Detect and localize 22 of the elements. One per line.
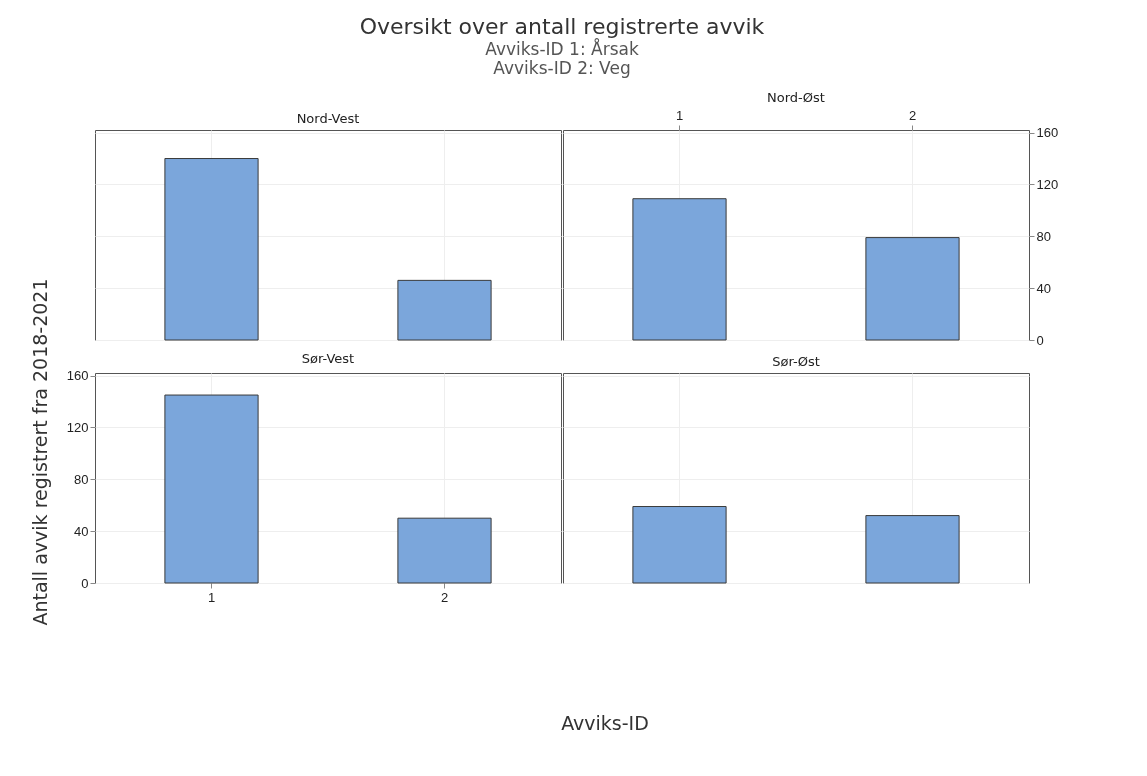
text: Sør-Øst [772,354,820,369]
y-tick-label: 0 [1036,332,1044,348]
x-axis-title: Avviks-ID [561,712,649,734]
y-tick-label: 80 [74,471,89,487]
text: Nord-Øst [767,90,825,105]
x-tick-label: 2 [440,589,449,605]
y-tick-label: 80 [1036,228,1051,244]
chart-subtitle: Avviks-ID 1: Årsak Avviks-ID 2: Veg [485,37,639,78]
text: Nord-Vest [296,111,360,126]
y-tick-label: 120 [66,419,89,435]
y-axis-title: Antall avvik registrert fra 2018-2021 [29,278,51,626]
y-tick-label: 0 [81,575,89,591]
y-tick-label: 120 [1036,176,1059,192]
y-tick-label: 40 [1036,280,1051,296]
x-tick-label: 2 [908,107,917,123]
y-tick-label: 160 [1036,125,1059,141]
x-tick-label: 1 [675,107,684,123]
x-tick-label: 1 [207,589,216,605]
chart-title: Oversikt over antall registrerte avvik [359,13,765,39]
y-tick-label: 160 [66,368,89,384]
text: Sør-Vest [301,350,355,366]
y-tick-label: 40 [74,523,89,539]
